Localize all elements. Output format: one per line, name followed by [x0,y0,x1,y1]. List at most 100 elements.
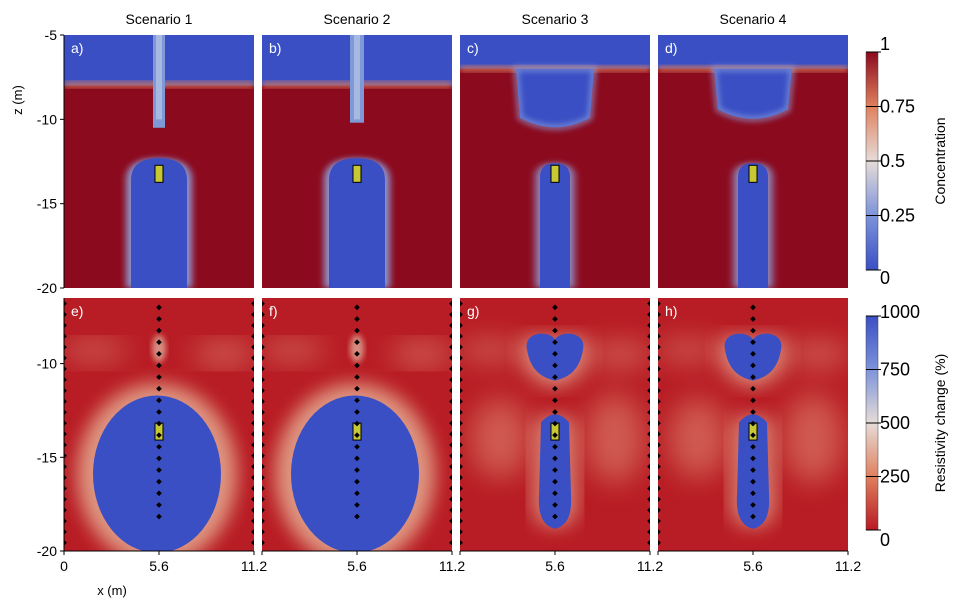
panel-concentration-2: b) [262,35,452,288]
panel-label: b) [269,40,281,56]
electrode [552,513,558,520]
column-title-4: Scenario 4 [720,11,787,27]
electrode-right [251,420,254,427]
electrode [156,443,162,450]
plume-core [131,158,187,288]
electrode-right [449,496,452,503]
electrode-right [647,387,650,394]
electrode-left [460,442,463,448]
electrode-right [449,463,452,470]
electrode-right [647,376,650,383]
colorbar-spacer [866,40,870,52]
diffuse-anomalies [262,340,452,367]
electrode-left [658,409,661,416]
electrode [750,339,756,346]
electrode [552,385,558,392]
electrode-right [647,539,650,546]
electrode-left [658,496,661,503]
electrode-left [658,333,661,340]
electrode-left [262,485,265,492]
electrode-right [647,518,650,524]
electrode-left [658,355,661,361]
y-tick-label-top: -10 [37,111,57,127]
electrode [156,467,162,473]
electrode-right [647,507,650,513]
panel-label: d) [665,40,677,56]
source-box [154,164,164,183]
colorbar-tick-label: 500 [880,413,910,433]
electrode [354,397,360,404]
electrode-left [658,529,661,535]
electrode-left [262,431,265,437]
electrode-left [658,485,661,492]
electrode-left [262,452,265,459]
colorbar-tick-label: 0 [880,268,890,288]
electrode [354,502,360,508]
electrode-right [647,344,650,350]
electrode-right [449,442,452,448]
electrode [552,316,558,322]
electrode [156,374,162,380]
x-tick-label: 5.6 [347,558,367,574]
anomaly-small [152,334,166,363]
colorbar-tick-label: 750 [880,360,910,380]
plume-core [738,163,768,288]
electrode-right [251,463,254,470]
electrode [750,467,756,473]
electrode-right [647,485,650,492]
electrode-left [658,322,661,329]
electrode-right [449,355,452,361]
electrode [354,490,360,497]
electrode-left [658,442,661,448]
electrode-right [647,431,650,437]
electrode-left [262,496,265,503]
y-tick-label-top: -15 [37,196,57,212]
colorbar-tick-label: 0.25 [880,206,915,226]
electrode-right [647,398,650,405]
electrode [552,432,558,439]
electrode-right [449,452,452,459]
electrode [750,409,756,415]
electrode [156,490,162,497]
source-box [550,164,560,183]
electrode [552,502,558,508]
colorbar-tick-label: 0 [880,530,890,550]
electrode [552,362,558,369]
electrode-right [251,366,254,372]
electrode-left [658,311,661,318]
electrode [750,327,756,334]
electrode-right [647,463,650,470]
electrode-right [647,300,650,307]
funnel-halo [711,66,795,122]
electrode-left [64,463,67,470]
electrode-left [460,485,463,492]
electrode [156,478,162,485]
electrode-right [647,529,650,535]
y-axis-label: z (m) [10,85,25,115]
x-tick-label: 0 [60,558,68,574]
electrode-left [64,431,67,437]
panel-concentration-4: d) [658,35,848,288]
electrode [750,490,756,497]
upper-anomaly [724,333,782,381]
electrode-right [647,452,650,459]
electrode-right [449,398,452,405]
x-tick-label: 5.6 [545,558,565,574]
column-title-3: Scenario 3 [522,11,589,27]
electrode-right [647,322,650,329]
electrode [552,374,558,380]
colorbar-tick-label: 250 [880,467,910,487]
diffuse-anomalies [64,340,254,367]
funnel-plume [516,68,594,128]
colorbar-label-resistivity: Resistivity change (%) [932,354,948,493]
fresh-layer [658,35,848,69]
electrode-right [251,452,254,459]
x-tick-label: 11.2 [241,558,267,574]
electrode-right [251,376,254,383]
electrode [354,443,360,450]
electrode [552,409,558,415]
electrode-right [251,474,254,481]
electrode [552,478,558,485]
electrode-left [262,507,265,513]
